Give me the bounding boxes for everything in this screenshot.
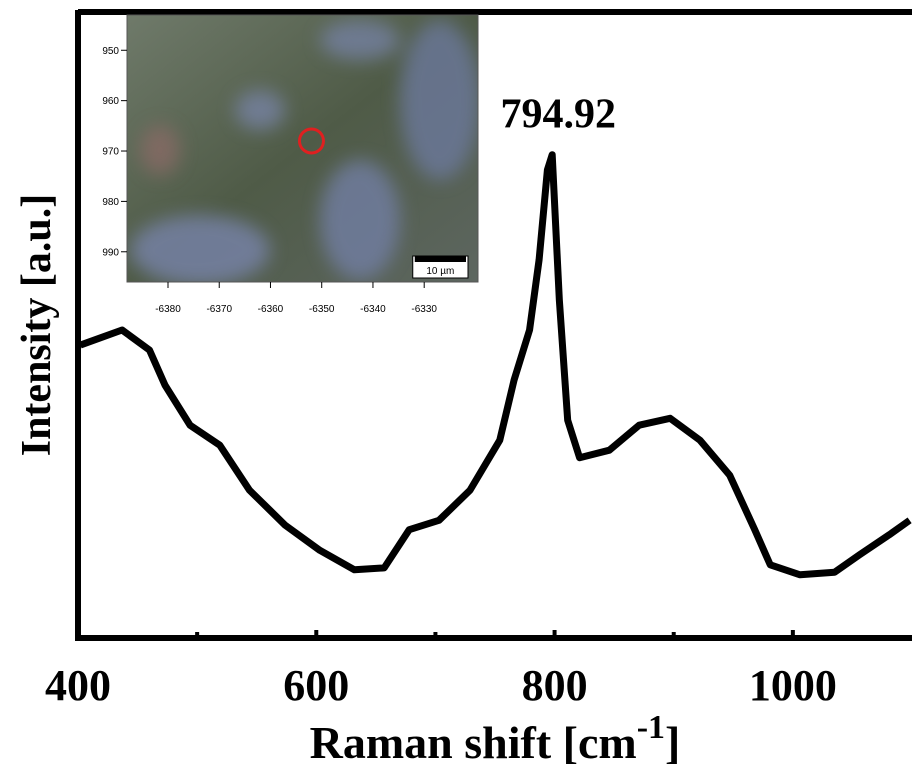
x-axis-label-superscript: -1: [637, 709, 665, 746]
x-tick-label: 400: [45, 661, 111, 710]
inset-x-tick-label: -6360: [258, 304, 284, 315]
x-tick-label: 1000: [749, 661, 837, 710]
inset-y-tick-label: 950: [102, 46, 119, 57]
inset-x-tick-label: -6350: [309, 304, 335, 315]
x-axis-label: Raman shift [cm-1]: [310, 709, 681, 764]
inset-y-tick-label: 960: [102, 96, 119, 107]
plot-frame: [75, 9, 912, 641]
inset-y-tick-label: 990: [102, 247, 119, 258]
peak-annotation: 794.92: [500, 92, 616, 138]
measurement-spot: [297, 127, 325, 155]
x-axis-label-text: Raman shift [cm: [310, 717, 637, 764]
inset-x-tick-label: -6380: [155, 304, 181, 315]
y-axis-label: Intensity [a.u.]: [14, 194, 60, 457]
inset-x-tick-label: -6370: [206, 304, 232, 315]
inset-x-tick-label: -6340: [360, 304, 386, 315]
inset: 950 960 970 980 990 -6380 -6370 -6360 -6350 -6340…: [102, 14, 479, 315]
plot-area: [79, 151, 912, 579]
scale-bar-label: 10 µm: [426, 266, 454, 277]
inset-y-tick-label: 980: [102, 197, 119, 208]
spectrum-line: [79, 151, 912, 579]
x-tick-label: 600: [283, 661, 349, 710]
scale-bar: [414, 256, 466, 262]
x-tick-label: 800: [522, 661, 588, 710]
x-axis-label-suffix: ]: [665, 717, 680, 764]
inset-y-tick-label: 970: [102, 147, 119, 158]
inset-x-tick-label: -6330: [411, 304, 437, 315]
